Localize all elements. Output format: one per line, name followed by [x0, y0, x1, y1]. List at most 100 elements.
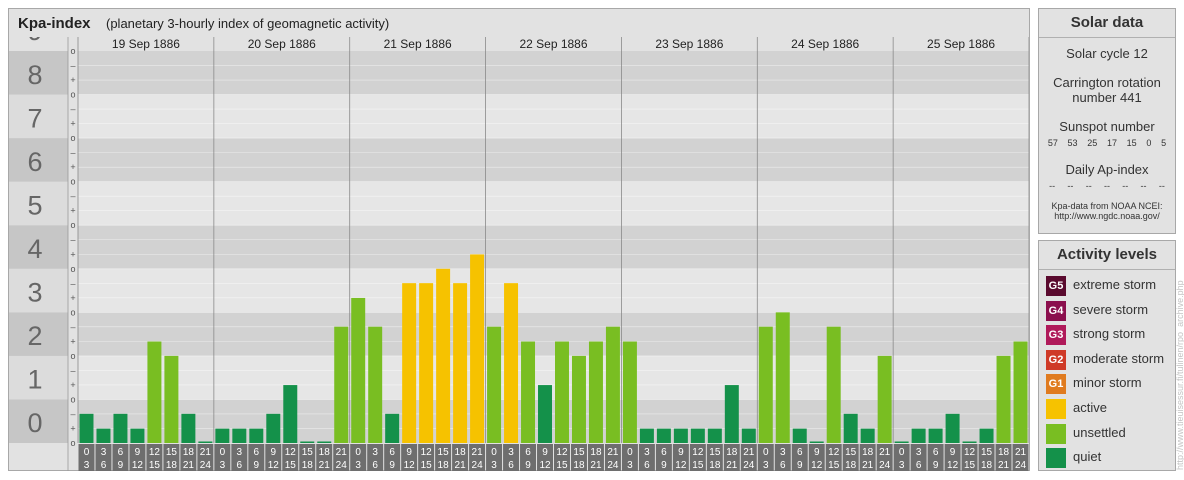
kp-bar — [945, 413, 960, 443]
source-line2: http://www.ngdc.noaa.gov/ — [1054, 211, 1160, 221]
kp-bar — [622, 341, 637, 443]
interval-box — [503, 444, 520, 471]
activity-levels-panel: Activity levels G5 extreme storm G4 severe … — [1038, 240, 1176, 471]
interval-start-label: 12 — [149, 447, 161, 458]
kp-bar — [351, 297, 366, 443]
interval-start-label: 15 — [302, 447, 314, 458]
interval-end-label: 15 — [285, 460, 297, 471]
interval-end-label: 6 — [372, 460, 378, 471]
interval-start-label: 15 — [166, 447, 178, 458]
minor-tick-label: o — [70, 220, 75, 230]
minor-tick-label: + — [70, 380, 75, 390]
interval-box — [791, 444, 808, 471]
interval-box — [486, 444, 503, 471]
interval-start-label: 3 — [780, 447, 786, 458]
y-tick-label: 9 — [27, 37, 42, 46]
interval-end-label: 24 — [1015, 460, 1027, 471]
interval-start-label: 18 — [455, 447, 467, 458]
interval-start-label: 0 — [491, 447, 497, 458]
interval-start-label: 9 — [542, 447, 548, 458]
interval-start-label: 21 — [336, 447, 348, 458]
y-band-left — [9, 225, 68, 269]
kp-bar — [724, 385, 739, 443]
interval-end-label: 3 — [899, 460, 905, 471]
kp-bar — [962, 441, 977, 443]
minor-tick-label: + — [70, 293, 75, 303]
interval-box — [418, 444, 435, 471]
interval-end-label: 9 — [661, 460, 667, 471]
interval-start-label: 9 — [950, 447, 956, 458]
interval-start-label: 9 — [814, 447, 820, 458]
interval-end-label: 9 — [118, 460, 124, 471]
y-tick-label: 0 — [27, 408, 42, 438]
interval-start-label: 15 — [981, 447, 993, 458]
interval-end-label: 12 — [268, 460, 280, 471]
kp-bar — [555, 341, 569, 443]
sunspot-value: 57 — [1047, 138, 1058, 148]
interval-end-label: 15 — [828, 460, 840, 471]
interval-box — [367, 444, 384, 471]
sunspot-values: 57 53 25 17 15 0 5 — [1039, 138, 1175, 148]
interval-end-label: 21 — [319, 460, 331, 471]
minor-tick-label: + — [70, 423, 75, 433]
source-line1: Kpa-data from NOAA NCEI: — [1051, 201, 1163, 211]
interval-box — [621, 444, 638, 471]
kp-bar — [996, 355, 1011, 443]
interval-start-label: 12 — [828, 447, 840, 458]
interval-start-label: 21 — [879, 447, 891, 458]
y-band-left — [9, 138, 68, 182]
date-label: 21 Sep 1886 — [384, 37, 452, 51]
minor-tick-label: + — [70, 206, 75, 216]
sunspot-value: 15 — [1126, 138, 1137, 148]
interval-start-label: 12 — [421, 447, 433, 458]
minor-tick-label: + — [70, 119, 75, 129]
y-band — [78, 138, 1029, 182]
ap-value: -- — [1122, 181, 1129, 191]
interval-start-label: 21 — [200, 447, 212, 458]
minor-tick-label: – — [70, 235, 75, 245]
kp-bar — [113, 413, 128, 443]
interval-box — [435, 444, 452, 471]
interval-end-label: 21 — [862, 460, 874, 471]
ap-value: -- — [1140, 181, 1147, 191]
interval-start-label: 0 — [355, 447, 361, 458]
sunspot-label: Sunspot number — [1059, 119, 1155, 134]
interval-box — [723, 444, 740, 471]
kp-bar — [741, 428, 756, 443]
kpa-chart-panel: Kpa-index (planetary 3-hourly index of g… — [8, 8, 1030, 471]
interval-end-label: 24 — [336, 460, 348, 471]
interval-box — [604, 444, 621, 471]
kp-bar — [504, 283, 519, 443]
minor-tick-label: + — [70, 336, 75, 346]
y-tick-label: 7 — [27, 103, 42, 133]
kp-bar — [673, 428, 688, 443]
interval-end-label: 3 — [763, 460, 769, 471]
sunspot-value: 17 — [1106, 138, 1117, 148]
interval-box — [146, 444, 163, 471]
kp-bar — [402, 283, 417, 443]
y-tick-label: 4 — [27, 234, 42, 264]
chart-subtitle: (planetary 3-hourly index of geomagnetic… — [106, 16, 390, 31]
interval-end-label: 3 — [627, 460, 633, 471]
interval-end-label: 12 — [132, 460, 144, 471]
kp-bar — [317, 441, 332, 443]
kp-bar — [538, 385, 552, 443]
interval-end-label: 18 — [981, 460, 993, 471]
kp-bar — [928, 428, 943, 443]
interval-end-label: 6 — [237, 460, 243, 471]
interval-box — [825, 444, 842, 471]
ap-values: -- -- -- -- -- -- -- — [1039, 181, 1175, 191]
legend-label: extreme storm — [1073, 277, 1157, 292]
kp-bar — [707, 428, 722, 443]
interval-start-label: 21 — [1015, 447, 1027, 458]
kp-bar — [758, 326, 773, 443]
interval-box — [129, 444, 146, 471]
legend-swatch: G5 — [1046, 276, 1066, 296]
interval-start-label: 6 — [933, 447, 939, 458]
interval-end-label: 9 — [933, 460, 939, 471]
ap-value: -- — [1158, 181, 1165, 191]
kp-bar — [249, 428, 264, 443]
date-label: 25 Sep 1886 — [927, 37, 995, 51]
kp-bar — [334, 326, 349, 443]
interval-end-label: 24 — [200, 460, 212, 471]
